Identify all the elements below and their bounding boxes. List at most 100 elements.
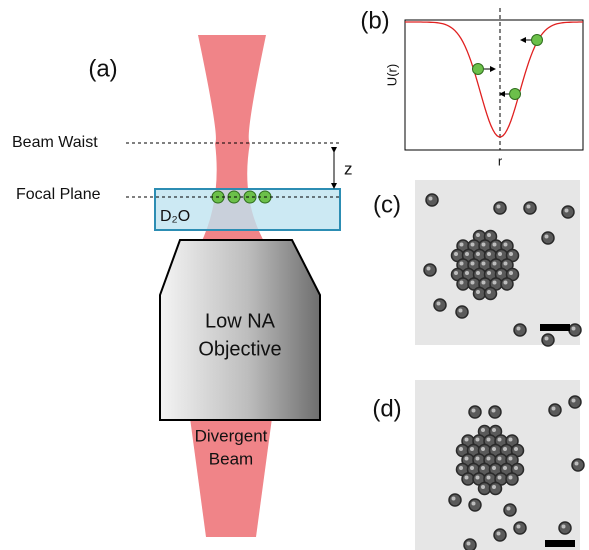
particle-highlight — [465, 252, 469, 256]
particle — [462, 473, 474, 485]
particle-highlight — [476, 233, 480, 237]
particle-highlight — [487, 271, 491, 275]
particle — [426, 194, 438, 206]
particle-highlight — [503, 447, 507, 451]
scale-bar — [545, 540, 575, 547]
beam-label: Beam — [209, 449, 253, 468]
particle-highlight — [472, 502, 476, 506]
z-label: z — [344, 159, 353, 178]
particle — [542, 334, 554, 346]
particle-highlight — [509, 457, 513, 461]
particle-highlight — [493, 281, 497, 285]
particle-highlight — [471, 262, 475, 266]
particle-highlight — [493, 262, 497, 266]
particle — [504, 504, 516, 516]
particle-highlight — [459, 309, 463, 313]
particle-highlight — [497, 205, 501, 209]
particle-highlight — [498, 271, 502, 275]
particle-highlight — [527, 205, 531, 209]
particle-highlight — [472, 409, 476, 413]
scale-bar — [540, 324, 570, 331]
particle-highlight — [487, 290, 491, 294]
medium-label: D₂O — [160, 208, 190, 225]
particle — [469, 499, 481, 511]
particle-highlight — [454, 252, 458, 256]
potential-curve — [405, 22, 583, 137]
particle-highlight — [562, 525, 566, 529]
particle-highlight — [427, 267, 431, 271]
particle-highlight — [476, 290, 480, 294]
particle-highlight — [514, 466, 518, 470]
particle-highlight — [481, 428, 485, 432]
particle-highlight — [517, 525, 521, 529]
particle-highlight — [492, 485, 496, 489]
particle-highlight — [514, 447, 518, 451]
particle-highlight — [460, 262, 464, 266]
particle-highlight — [492, 409, 496, 413]
particle — [524, 202, 536, 214]
bead-markers — [473, 35, 543, 100]
particle-highlight — [503, 466, 507, 470]
particle-highlight — [429, 197, 433, 201]
particle-highlight — [497, 532, 501, 536]
particle — [494, 202, 506, 214]
panel-label: (b) — [360, 7, 389, 34]
particle-highlight — [492, 447, 496, 451]
particle-highlight — [572, 399, 576, 403]
particle — [549, 404, 561, 416]
particle-highlight — [452, 497, 456, 501]
particle-highlight — [487, 476, 491, 480]
objective-label: Low NA — [205, 310, 276, 332]
particle — [479, 483, 491, 495]
particle-highlight — [482, 243, 486, 247]
particle-highlight — [487, 252, 491, 256]
particle — [559, 522, 571, 534]
particle-highlight — [437, 302, 441, 306]
focal-plane-label: Focal Plane — [16, 186, 101, 203]
particle-highlight — [545, 337, 549, 341]
particle-highlight — [552, 407, 556, 411]
particle-highlight — [493, 243, 497, 247]
particle-highlight — [476, 271, 480, 275]
particle-highlight — [504, 243, 508, 247]
particle-highlight — [509, 438, 513, 442]
bead-forces — [484, 40, 531, 94]
particle-highlight — [565, 209, 569, 213]
particle-highlight — [487, 233, 491, 237]
particle — [456, 306, 468, 318]
particle — [572, 459, 584, 471]
particle — [489, 406, 501, 418]
particle-highlight — [467, 542, 471, 546]
page: (a) Beam Waist Focal Plane z D₂O Low NA … — [0, 0, 589, 550]
objective-label: Objective — [198, 338, 281, 360]
particle-highlight — [481, 485, 485, 489]
particle-highlight — [465, 476, 469, 480]
particle-highlight — [498, 476, 502, 480]
particle — [569, 396, 581, 408]
particle-highlight — [509, 476, 513, 480]
particle-highlight — [482, 262, 486, 266]
particle — [506, 473, 518, 485]
particle — [569, 324, 581, 336]
particle — [542, 232, 554, 244]
y-axis-label: U(r) — [384, 64, 399, 86]
particle — [494, 529, 506, 541]
particle-highlight — [476, 252, 480, 256]
particle — [424, 264, 436, 276]
particle-highlight — [459, 466, 463, 470]
particle — [457, 278, 469, 290]
particle-highlight — [498, 438, 502, 442]
particle — [469, 406, 481, 418]
particle — [501, 278, 513, 290]
particle-highlight — [487, 457, 491, 461]
x-axis-label: r — [498, 153, 503, 168]
particle-highlight — [460, 243, 464, 247]
particle-highlight — [575, 462, 579, 466]
panel-label: (a) — [88, 55, 117, 82]
particle-highlight — [465, 271, 469, 275]
particle-highlight — [498, 457, 502, 461]
figure: (a) Beam Waist Focal Plane z D₂O Low NA … — [0, 0, 589, 550]
particle — [434, 299, 446, 311]
particle-highlight — [481, 466, 485, 470]
particle — [490, 483, 502, 495]
